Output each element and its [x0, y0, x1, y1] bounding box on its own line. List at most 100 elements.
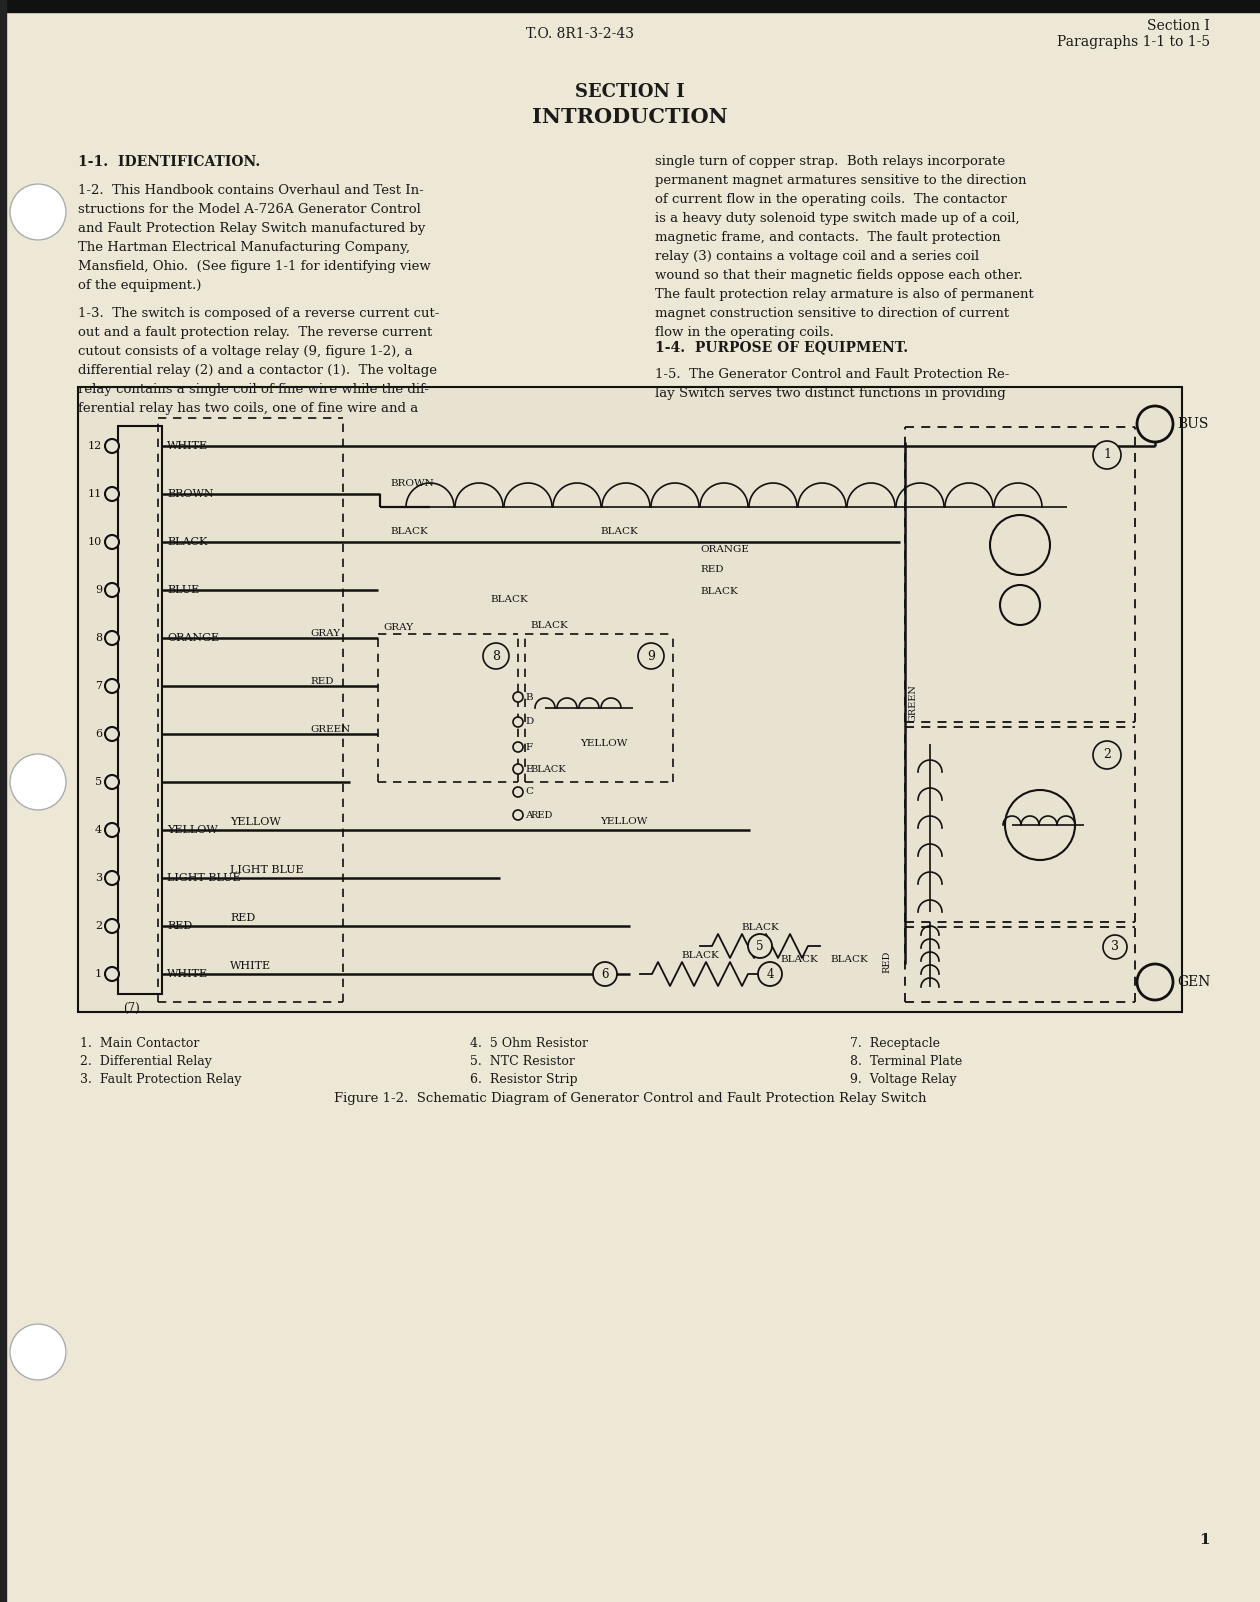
Text: RED: RED — [701, 566, 723, 575]
Circle shape — [105, 920, 118, 932]
Text: 4: 4 — [766, 968, 774, 980]
Text: BLACK: BLACK — [530, 764, 566, 774]
Text: BLACK: BLACK — [682, 952, 719, 961]
Text: RED: RED — [310, 678, 334, 687]
Text: ORANGE: ORANGE — [168, 633, 219, 642]
Text: BLACK: BLACK — [600, 527, 638, 537]
Text: ferential relay has two coils, one of fine wire and a: ferential relay has two coils, one of fi… — [78, 402, 418, 415]
Text: 7.  Receptacle: 7. Receptacle — [850, 1036, 940, 1049]
Text: Paragraphs 1-1 to 1-5: Paragraphs 1-1 to 1-5 — [1057, 35, 1210, 50]
Bar — [0, 0, 1260, 11]
Circle shape — [638, 642, 664, 670]
Text: T.O. 8R1-3-2-43: T.O. 8R1-3-2-43 — [525, 27, 634, 42]
Circle shape — [513, 742, 523, 751]
Text: 6.  Resistor Strip: 6. Resistor Strip — [470, 1073, 577, 1086]
Text: relay contains a single coil of fine wire while the dif-: relay contains a single coil of fine wir… — [78, 383, 428, 396]
Text: 1: 1 — [1200, 1533, 1210, 1548]
Text: 1-5.  The Generator Control and Fault Protection Re-: 1-5. The Generator Control and Fault Pro… — [655, 368, 1009, 381]
Text: D: D — [525, 718, 533, 726]
Text: BUS: BUS — [1177, 417, 1208, 431]
Text: 2: 2 — [1102, 748, 1111, 761]
Text: lay Switch serves two distinct functions in providing: lay Switch serves two distinct functions… — [655, 388, 1005, 400]
Text: differential relay (2) and a contactor (1).  The voltage: differential relay (2) and a contactor (… — [78, 364, 437, 376]
Text: A: A — [525, 811, 533, 820]
Circle shape — [483, 642, 509, 670]
Text: 3: 3 — [94, 873, 102, 883]
Text: YELLOW: YELLOW — [600, 817, 648, 827]
Text: The Hartman Electrical Manufacturing Company,: The Hartman Electrical Manufacturing Com… — [78, 240, 410, 255]
Circle shape — [10, 1323, 66, 1379]
Circle shape — [1137, 405, 1173, 442]
Text: Mansfield, Ohio.  (See figure 1-1 for identifying view: Mansfield, Ohio. (See figure 1-1 for ide… — [78, 260, 431, 272]
Text: (7): (7) — [123, 1001, 140, 1014]
Text: YELLOW: YELLOW — [231, 817, 281, 827]
Circle shape — [513, 787, 523, 798]
Text: ORANGE: ORANGE — [701, 546, 748, 554]
Circle shape — [105, 823, 118, 836]
Bar — [78, 388, 1182, 1012]
Text: 2: 2 — [94, 921, 102, 931]
Text: 5: 5 — [756, 939, 764, 953]
Circle shape — [1137, 964, 1173, 1000]
Circle shape — [1005, 790, 1075, 860]
Text: relay (3) contains a voltage coil and a series coil: relay (3) contains a voltage coil and a … — [655, 250, 979, 263]
Text: GRAY: GRAY — [310, 630, 340, 639]
Circle shape — [105, 535, 118, 549]
Circle shape — [10, 755, 66, 811]
Circle shape — [105, 439, 118, 453]
Bar — [0, 0, 6, 1602]
Text: 4.  5 Ohm Resistor: 4. 5 Ohm Resistor — [470, 1036, 588, 1049]
Text: magnet construction sensitive to direction of current: magnet construction sensitive to directi… — [655, 308, 1009, 320]
Circle shape — [513, 764, 523, 774]
Circle shape — [105, 631, 118, 646]
Text: 9: 9 — [94, 585, 102, 594]
Text: WHITE: WHITE — [168, 441, 208, 452]
Text: magnetic frame, and contacts.  The fault protection: magnetic frame, and contacts. The fault … — [655, 231, 1000, 244]
Text: 6: 6 — [94, 729, 102, 739]
Text: RED: RED — [231, 913, 256, 923]
Text: E: E — [525, 764, 533, 774]
Bar — [118, 426, 163, 993]
Text: BROWN: BROWN — [168, 489, 214, 498]
Text: GREEN: GREEN — [908, 684, 919, 723]
Text: 1-1.  IDENTIFICATION.: 1-1. IDENTIFICATION. — [78, 155, 261, 168]
Text: BLACK: BLACK — [701, 588, 738, 596]
Text: WHITE: WHITE — [231, 961, 271, 971]
Text: GREEN: GREEN — [310, 726, 350, 734]
Text: RED: RED — [168, 921, 193, 931]
Text: Section I: Section I — [1148, 19, 1210, 34]
Text: BLACK: BLACK — [391, 527, 427, 537]
Text: B: B — [525, 692, 533, 702]
Circle shape — [105, 968, 118, 980]
Circle shape — [105, 775, 118, 790]
Text: GRAY: GRAY — [383, 623, 413, 633]
Text: BLACK: BLACK — [830, 955, 868, 964]
Text: 8: 8 — [94, 633, 102, 642]
Circle shape — [1092, 441, 1121, 469]
Text: 3.  Fault Protection Relay: 3. Fault Protection Relay — [79, 1073, 242, 1086]
Text: 2.  Differential Relay: 2. Differential Relay — [79, 1056, 212, 1069]
Text: permanent magnet armatures sensitive to the direction: permanent magnet armatures sensitive to … — [655, 175, 1027, 187]
Text: single turn of copper strap.  Both relays incorporate: single turn of copper strap. Both relays… — [655, 155, 1005, 168]
Text: 1-4.  PURPOSE OF EQUIPMENT.: 1-4. PURPOSE OF EQUIPMENT. — [655, 340, 908, 354]
Text: YELLOW: YELLOW — [168, 825, 218, 835]
Circle shape — [1102, 936, 1126, 960]
Text: 5.  NTC Resistor: 5. NTC Resistor — [470, 1056, 575, 1069]
Circle shape — [593, 961, 617, 985]
Text: 9.  Voltage Relay: 9. Voltage Relay — [850, 1073, 956, 1086]
Text: structions for the Model A-726A Generator Control: structions for the Model A-726A Generato… — [78, 203, 421, 216]
Text: 1: 1 — [1102, 449, 1111, 461]
Text: RED: RED — [882, 952, 892, 972]
Text: 10: 10 — [88, 537, 102, 546]
Text: WHITE: WHITE — [168, 969, 208, 979]
Circle shape — [105, 487, 118, 501]
Text: BLACK: BLACK — [780, 955, 818, 964]
Text: 11: 11 — [88, 489, 102, 498]
Circle shape — [105, 871, 118, 884]
Text: flow in the operating coils.: flow in the operating coils. — [655, 325, 834, 340]
Text: is a heavy duty solenoid type switch made up of a coil,: is a heavy duty solenoid type switch mad… — [655, 211, 1019, 224]
Text: GEN: GEN — [1177, 976, 1211, 988]
Text: BLUE: BLUE — [168, 585, 199, 594]
Text: LIGHT BLUE: LIGHT BLUE — [168, 873, 241, 883]
Text: The fault protection relay armature is also of permanent: The fault protection relay armature is a… — [655, 288, 1033, 301]
